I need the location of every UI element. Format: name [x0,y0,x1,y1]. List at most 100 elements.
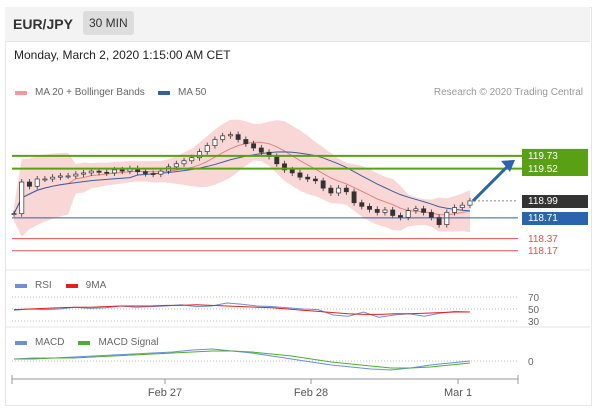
candle-body [19,181,25,215]
candle-body [367,206,372,210]
ma20-swatch [15,90,27,95]
x-tick-label: Feb 28 [294,387,328,399]
signal-swatch [78,340,91,345]
legend-ma20: MA 20 + Bollinger Bands [15,87,145,98]
candle-body [181,160,187,165]
candle-body [235,134,241,140]
candle-body [398,215,403,218]
candle-body [382,209,388,213]
candle-body [428,212,434,218]
candle-body [351,191,357,204]
macd-series-line [14,350,471,369]
level-tag: 118.37 [528,233,558,245]
signal-legend-label: MACD Signal [98,337,159,348]
candle-body [328,187,334,194]
candle-body [274,156,280,165]
candle-body [459,204,465,208]
candle-body [212,139,218,146]
candle-body [320,180,326,189]
chart-header: EUR/JPY 30 MIN [5,7,590,42]
x-tick-label: Feb 27 [148,387,182,399]
candle-body [158,170,164,175]
candle-body [312,178,318,182]
candle-body [57,175,63,178]
legend-ma20-label: MA 20 + Bollinger Bands [35,87,145,98]
candle-body [436,216,442,225]
candle-body [297,172,303,178]
candle-body [119,169,125,172]
macd-swatch [15,340,27,345]
ma20-line [13,141,471,216]
candle-body [197,151,202,159]
candle-body [289,169,295,174]
rsi-series-line [13,304,470,315]
candle-body [421,208,427,213]
timeframe-badge[interactable]: 30 MIN [83,11,134,35]
rsi-level-label: 70 [528,293,540,304]
candle-body [73,173,79,177]
macd-legend: MACD MACD Signal [15,337,158,348]
rsi-legend: RSI 9MA [15,280,106,291]
candle-body [227,134,233,137]
candle-body [220,135,226,140]
bollinger-band [14,119,470,237]
candle-body [189,157,195,162]
candle-body [343,187,349,193]
candle-body [405,210,411,218]
candle-body [359,202,365,207]
level-tag: 118.99 [522,194,588,208]
symbol-label: EUR/JPY [13,16,73,32]
rsi-legend-label: RSI [35,280,52,291]
chart-frame [5,7,592,406]
candle-body [142,171,148,174]
candle-body [243,139,249,145]
candle-body [374,209,380,213]
candle-body [104,171,110,174]
candle-body [204,145,210,152]
legend-ma50-label: MA 50 [178,87,207,98]
candle-body [390,209,396,216]
candle-body [452,207,457,213]
candle-body [88,170,94,174]
ma9-legend-label: 9MA [85,280,107,291]
candle-body [282,163,287,171]
ma9-swatch [65,283,78,288]
candle-body [413,208,419,211]
candle-body [305,176,311,180]
candle-body [336,187,342,194]
candle-body [251,143,257,149]
candle-body [96,170,102,173]
candle-body [42,178,48,181]
macd-legend-label: MACD [35,337,65,348]
level-tag: 118.71 [522,211,588,225]
macd-level-label: 0 [528,357,534,368]
x-tick-label: Mar 1 [444,387,472,399]
candle-body [112,169,117,174]
level-tag: 119.73 [522,149,588,163]
candle-body [258,147,264,153]
ma50-line [13,151,471,214]
candle-body [34,178,40,187]
candle-body [50,176,56,180]
rsi-level-label: 50 [528,305,540,316]
candle-body [467,200,473,206]
legend-ma50: MA 50 [158,87,206,98]
candle-body [27,181,32,187]
forecast-arrowhead [501,159,515,172]
candle-body [173,163,179,168]
forecast-arrow [471,163,511,202]
ma50-swatch [158,90,170,95]
candle-body [150,173,156,175]
level-tag: 118.17 [528,245,558,257]
level-tag: 119.52 [522,162,588,176]
candle-body [81,172,86,175]
rsi-level-label: 30 [528,317,540,328]
rsi-series-line [13,302,471,318]
rsi-swatch [15,283,27,288]
timestamp: Monday, March 2, 2020 1:15:00 AM CET [14,48,231,62]
candle-body [444,212,450,225]
macd-series-line [13,348,471,371]
credit-text: Research © 2020 Trading Central [433,87,583,98]
candle-body [11,213,17,216]
